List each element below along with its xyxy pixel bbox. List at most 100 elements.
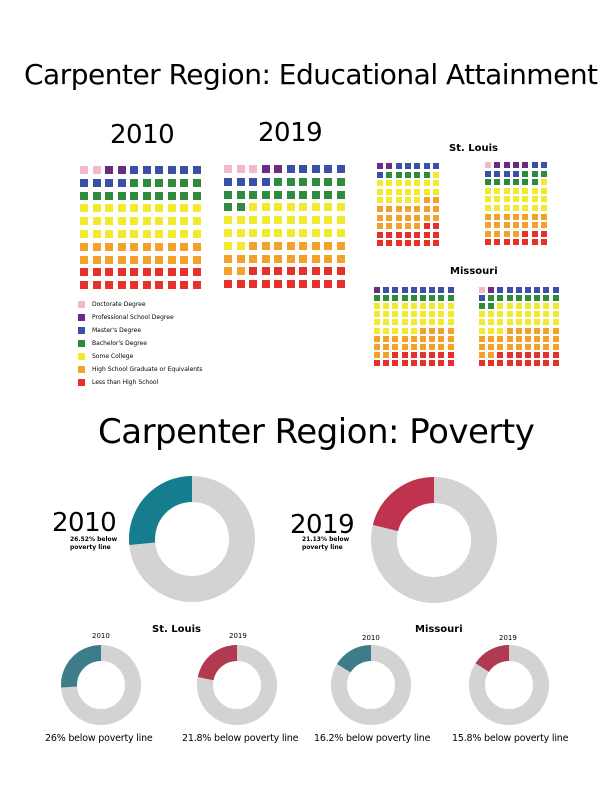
- waffle-cell-high-school: [80, 255, 88, 264]
- waffle-cell-some-college: [261, 203, 270, 212]
- waffle-cell-less-than-hs: [423, 223, 430, 230]
- pov-note-2019-line2: poverty line: [302, 544, 343, 551]
- waffle-cell-high-school: [395, 214, 402, 221]
- waffle-cell-less-than-hs: [336, 280, 345, 289]
- waffle-cell-high-school: [410, 335, 417, 342]
- waffle-cell-high-school: [540, 213, 547, 220]
- waffle-cell-high-school: [447, 335, 454, 342]
- waffle-cell-less-than-hs: [377, 240, 383, 247]
- waffle-cell-some-college: [374, 319, 380, 326]
- waffle-cell-masters: [401, 287, 408, 293]
- missouri-pov-title: Missouri: [415, 624, 463, 635]
- stlouis-edu-title: St. Louis: [449, 143, 499, 154]
- waffle-cell-some-college: [261, 229, 270, 237]
- waffle-cell-some-college: [479, 311, 485, 318]
- waffle-cell-professional: [503, 162, 510, 168]
- legend-label: High School Graduate or Equivalents: [92, 366, 203, 373]
- waffle-cell-less-than-hs: [485, 239, 491, 246]
- waffle-cell-less-than-hs: [494, 239, 501, 246]
- waffle-cell-some-college: [540, 196, 547, 203]
- waffle-cell-some-college: [488, 327, 495, 334]
- waffle-cell-some-college: [543, 319, 550, 326]
- waffle-cell-high-school: [525, 335, 531, 342]
- waffle-cell-high-school: [142, 255, 151, 264]
- waffle-cell-high-school: [386, 223, 393, 230]
- waffle-cell-some-college: [92, 230, 101, 238]
- waffle-cell-some-college: [80, 204, 88, 213]
- waffle-cell-less-than-hs: [386, 240, 393, 247]
- waffle-cell-masters: [534, 287, 541, 293]
- waffle-cell-some-college: [497, 303, 504, 310]
- waffle-cell-high-school: [311, 254, 320, 263]
- waffle-cell-some-college: [155, 230, 163, 238]
- waffle-cell-some-college: [429, 311, 436, 318]
- waffle-cell-some-college: [515, 311, 522, 318]
- waffle-cell-some-college: [401, 327, 408, 334]
- waffle-cell-some-college: [336, 216, 345, 225]
- waffle-cell-high-school: [515, 327, 522, 334]
- waffle-cell-bachelors: [167, 178, 176, 187]
- waffle-cell-high-school: [506, 335, 513, 342]
- waffle-cell-some-college: [506, 303, 513, 310]
- waffle-cell-some-college: [92, 217, 101, 226]
- waffle-cell-some-college: [130, 230, 138, 238]
- waffle-cell-some-college: [534, 311, 541, 318]
- waffle-cell-less-than-hs: [543, 351, 550, 358]
- waffle-cell-some-college: [543, 303, 550, 310]
- edu-year-2010: 2010: [110, 120, 175, 150]
- donut-below-poverty-slice: [197, 645, 238, 681]
- waffle-cell-bachelors: [531, 170, 538, 177]
- waffle-cell-high-school: [80, 242, 88, 251]
- waffle-cell-less-than-hs: [432, 231, 439, 238]
- waffle-cell-high-school: [531, 222, 538, 229]
- waffle-cell-less-than-hs: [155, 268, 163, 277]
- waffle-cell-less-than-hs: [432, 240, 439, 247]
- waffle-cell-some-college: [236, 241, 245, 250]
- legend-item-high-school: High School Graduate or Equivalents: [78, 363, 203, 376]
- waffle-cell-some-college: [531, 187, 538, 194]
- waffle-cell-high-school: [497, 343, 504, 350]
- waffle-cell-masters: [515, 287, 522, 293]
- waffle-cell-some-college: [392, 327, 399, 334]
- waffle-cell-less-than-hs: [117, 268, 126, 277]
- waffle-cell-less-than-hs: [286, 267, 295, 276]
- waffle-cell-less-than-hs: [374, 359, 380, 366]
- waffle-cell-high-school: [249, 241, 257, 250]
- waffle-cell-masters: [414, 163, 421, 169]
- waffle-cell-less-than-hs: [447, 351, 454, 358]
- waffle-cell-less-than-hs: [80, 281, 88, 290]
- waffle-cell-less-than-hs: [515, 351, 522, 358]
- waffle-cell-bachelors: [249, 190, 257, 199]
- waffle-cell-less-than-hs: [249, 267, 257, 276]
- waffle-cell-high-school: [261, 254, 270, 263]
- waffle-cell-less-than-hs: [105, 281, 113, 290]
- waffle-cell-high-school: [534, 335, 541, 342]
- waffle-cell-some-college: [534, 319, 541, 326]
- waffle-cell-high-school: [92, 242, 101, 251]
- waffle-cell-masters: [80, 178, 88, 187]
- waffle-cell-professional: [494, 162, 501, 168]
- waffle-cell-high-school: [299, 254, 307, 263]
- waffle-cell-high-school: [401, 343, 408, 350]
- waffle-cell-high-school: [236, 267, 245, 276]
- waffle-cell-some-college: [410, 327, 417, 334]
- waffle-cell-high-school: [432, 197, 439, 204]
- waffle-cell-high-school: [336, 241, 345, 250]
- waffle-cell-less-than-hs: [130, 281, 138, 290]
- donut-carpenter-2010: [129, 476, 255, 602]
- waffle-cell-bachelors: [543, 295, 550, 302]
- waffle-cell-less-than-hs: [92, 281, 101, 290]
- waffle-cell-some-college: [485, 187, 491, 194]
- waffle-cell-less-than-hs: [543, 359, 550, 366]
- waffle-cell-some-college: [392, 319, 399, 326]
- waffle-cell-less-than-hs: [420, 359, 426, 366]
- waffle-cell-some-college: [105, 230, 113, 238]
- waffle-cell-less-than-hs: [274, 267, 282, 276]
- waffle-cell-some-college: [224, 241, 232, 250]
- waffle-cell-some-college: [395, 188, 402, 195]
- waffle-cell-some-college: [494, 187, 501, 194]
- waffle-cell-bachelors: [420, 295, 426, 302]
- waffle-cell-masters: [497, 287, 504, 293]
- waffle-cell-less-than-hs: [429, 359, 436, 366]
- waffle-cell-less-than-hs: [552, 359, 559, 366]
